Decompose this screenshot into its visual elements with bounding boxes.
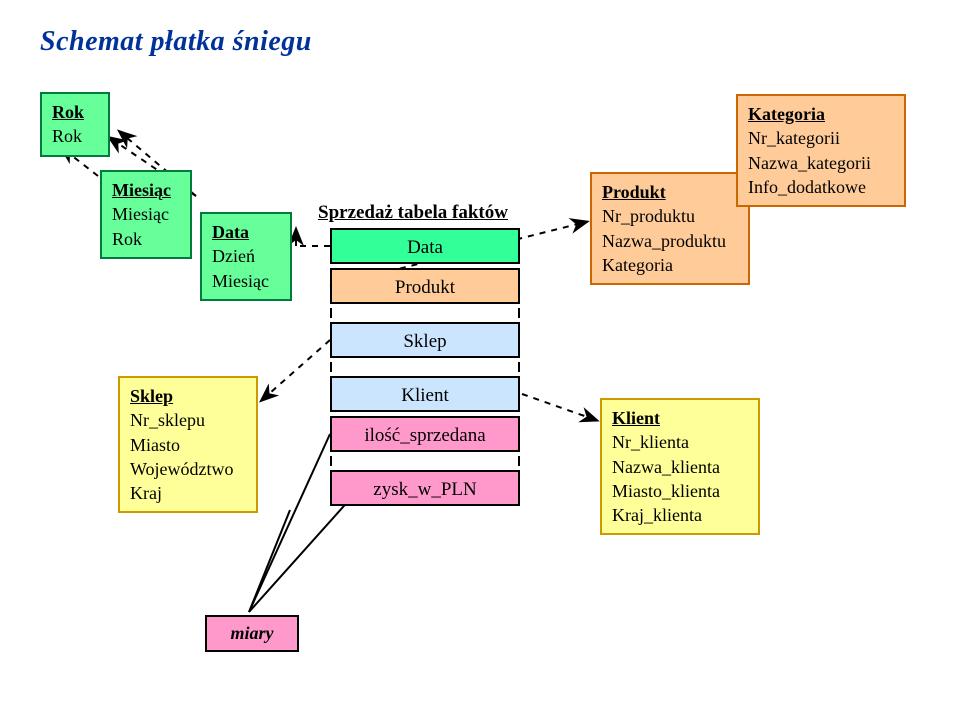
entity-produkt-field: Kategoria xyxy=(602,253,738,277)
entity-miesiac-header: Miesiąc xyxy=(112,178,180,202)
fact-row-spacer xyxy=(330,308,520,318)
entity-sklep-field: Nr_sklepu xyxy=(130,408,246,432)
entity-miesiac: MiesiącMiesiącRok xyxy=(100,170,192,259)
entity-rok-field: Rok xyxy=(52,124,98,148)
entity-produkt-header: Produkt xyxy=(602,180,738,204)
entity-kategoria: KategoriaNr_kategoriiNazwa_kategoriiInfo… xyxy=(736,94,906,207)
fact-row-klient: Klient xyxy=(330,376,520,412)
entity-kategoria-field: Nazwa_kategorii xyxy=(748,151,894,175)
entity-produkt-field: Nr_produktu xyxy=(602,204,738,228)
fact-row-data: Data xyxy=(330,228,520,264)
entity-produkt: ProduktNr_produktuNazwa_produktuKategori… xyxy=(590,172,750,285)
entity-produkt-field: Nazwa_produktu xyxy=(602,229,738,253)
entity-data-field: Miesiąc xyxy=(212,269,280,293)
page-title: Schemat płatka śniegu xyxy=(40,26,312,58)
entity-sklep: SklepNr_sklepuMiastoWojewództwoKraj xyxy=(118,376,258,513)
entity-kategoria-field: Nr_kategorii xyxy=(748,126,894,150)
entity-klient-field: Nazwa_klienta xyxy=(612,455,748,479)
fact-row-ilość_sprzedana: ilość_sprzedana xyxy=(330,416,520,452)
entity-klient-field: Nr_klienta xyxy=(612,430,748,454)
fact-table-label: Sprzedaż tabela faktów xyxy=(318,202,508,224)
entity-klient: KlientNr_klientaNazwa_klientaMiasto_klie… xyxy=(600,398,760,535)
entity-miesiac-field: Miesiąc xyxy=(112,202,180,226)
entity-rok-header: Rok xyxy=(52,100,98,124)
entity-sklep-header: Sklep xyxy=(130,384,246,408)
entity-sklep-field: Miasto xyxy=(130,433,246,457)
fact-row-zysk_w_pln: zysk_w_PLN xyxy=(330,470,520,506)
entity-data-header: Data xyxy=(212,220,280,244)
entity-miesiac-field: Rok xyxy=(112,227,180,251)
entity-data-field: Dzień xyxy=(212,244,280,268)
measures-box: miary xyxy=(205,615,299,652)
entity-sklep-field: Kraj xyxy=(130,481,246,505)
fact-row-spacer xyxy=(330,456,520,466)
entity-rok: RokRok xyxy=(40,92,110,157)
entity-klient-header: Klient xyxy=(612,406,748,430)
entity-sklep-field: Województwo xyxy=(130,457,246,481)
fact-row-sklep: Sklep xyxy=(330,322,520,358)
fact-row-produkt: Produkt xyxy=(330,268,520,304)
entity-klient-field: Miasto_klienta xyxy=(612,479,748,503)
entity-data: DataDzieńMiesiąc xyxy=(200,212,292,301)
fact-row-spacer xyxy=(330,362,520,372)
entity-klient-field: Kraj_klienta xyxy=(612,503,748,527)
entity-kategoria-field: Info_dodatkowe xyxy=(748,175,894,199)
entity-kategoria-header: Kategoria xyxy=(748,102,894,126)
